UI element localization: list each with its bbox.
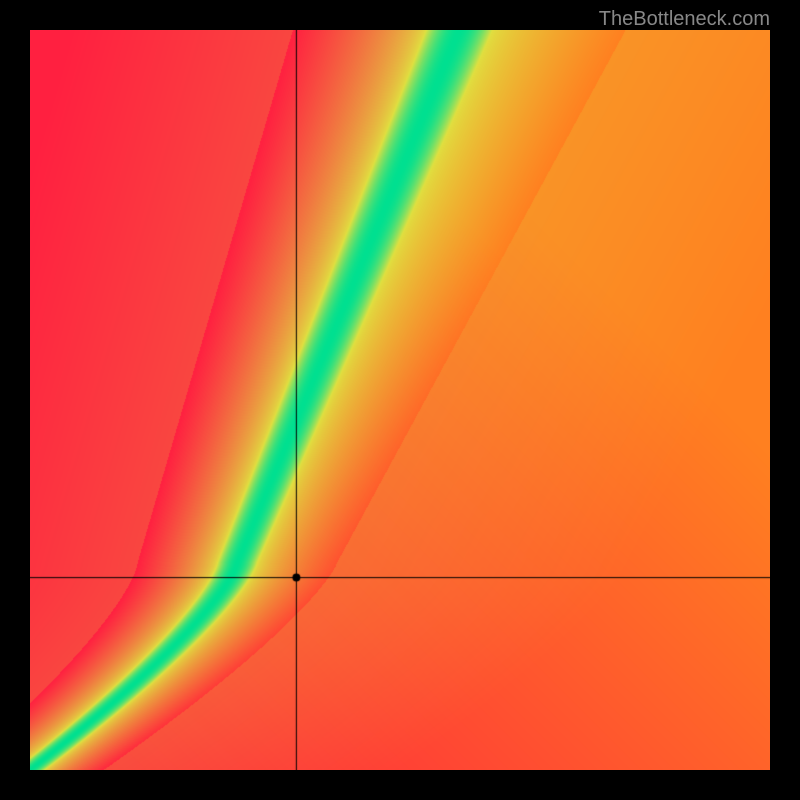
watermark-text: TheBottleneck.com <box>599 8 770 31</box>
heatmap-chart <box>30 30 770 770</box>
heatmap-canvas <box>30 30 770 770</box>
